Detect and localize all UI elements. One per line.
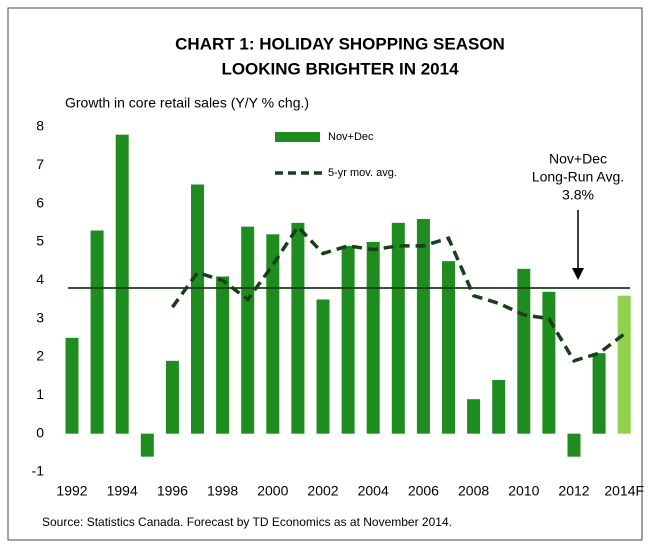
annotation-arrowhead (572, 268, 584, 280)
bar (65, 337, 79, 434)
bar (191, 184, 204, 434)
bar (567, 433, 581, 457)
bar (241, 226, 255, 434)
chart-frame (7, 7, 643, 541)
bar (366, 242, 380, 434)
legend-label: 5-yr mov. avg. (328, 167, 397, 179)
x-tick-label: 2004 (358, 483, 389, 499)
bar (467, 399, 481, 434)
y-tick-label: 1 (36, 386, 44, 402)
bar (341, 245, 355, 434)
x-tick-label: 1998 (207, 483, 238, 499)
y-axis-label: Growth in core retail sales (Y/Y % chg.) (65, 95, 309, 111)
bar (592, 353, 606, 434)
bar (617, 295, 631, 434)
chart-title: CHART 1: HOLIDAY SHOPPING SEASON (175, 34, 505, 53)
bar (291, 222, 305, 434)
x-tick-label: 2014F (604, 483, 644, 499)
chart-title: LOOKING BRIGHTER IN 2014 (221, 59, 459, 78)
moving-average-line (170, 223, 626, 363)
x-tick-label: 2000 (257, 483, 288, 499)
bar (542, 291, 556, 434)
x-tick-label: 2002 (307, 483, 338, 499)
y-tick-label: 3 (36, 309, 44, 325)
y-tick-label: 7 (36, 156, 44, 172)
annotation: 3.8% (562, 187, 594, 203)
bar (416, 219, 430, 434)
x-tick-label: 1992 (56, 483, 87, 499)
bar (165, 360, 179, 434)
bar (90, 230, 104, 434)
x-tick-label: 1996 (157, 483, 188, 499)
annotation: Long-Run Avg. (532, 169, 624, 185)
y-tick-label: 5 (36, 233, 44, 249)
bar (140, 433, 154, 457)
y-tick-label: 4 (36, 271, 44, 287)
bar (517, 268, 531, 434)
x-tick-label: 2006 (408, 483, 439, 499)
y-tick-label: 0 (36, 424, 44, 440)
annotation: Nov+Dec (549, 151, 607, 167)
y-tick-label: 6 (36, 194, 44, 210)
bar (115, 134, 129, 434)
bar (216, 276, 230, 434)
bar (442, 261, 455, 434)
bar (492, 380, 506, 434)
x-tick-label: 2012 (558, 483, 589, 499)
bar (316, 299, 330, 434)
bar (266, 234, 280, 434)
legend-label: Nov+Dec (328, 131, 374, 143)
bar (391, 222, 405, 434)
y-tick-label: -1 (32, 463, 45, 479)
y-tick-label: 2 (36, 348, 44, 364)
x-tick-label: 1994 (107, 483, 138, 499)
x-tick-label: 2010 (508, 483, 539, 499)
x-tick-label: 2008 (458, 483, 489, 499)
y-tick-label: 8 (36, 118, 44, 134)
legend-swatch (275, 132, 320, 142)
source-note: Source: Statistics Canada. Forecast by T… (42, 515, 452, 529)
